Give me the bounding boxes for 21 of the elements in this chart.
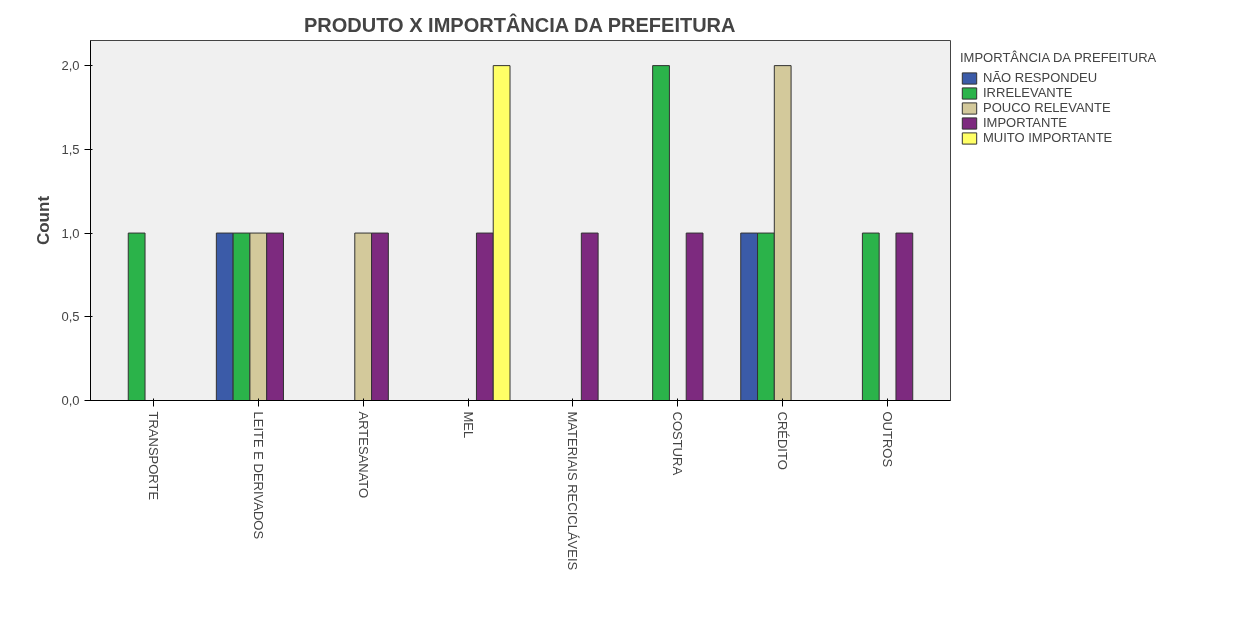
x-tick-label: COSTURA — [670, 411, 686, 476]
x-tick-label: CRÉDITO — [775, 411, 791, 470]
x-tick-label: OUTROS — [880, 411, 896, 468]
legend-label: MUITO IMPORTANTE — [983, 130, 1113, 145]
x-tick-label: LEITE E DERIVADOS — [250, 411, 266, 540]
x-tick-label: TRANSPORTE — [145, 411, 161, 501]
legend-label: IMPORTANTE — [983, 115, 1068, 130]
y-axis-title: Count — [34, 195, 54, 246]
legend-label: IRRELEVANTE — [983, 85, 1073, 100]
legend-label: NÃO RESPONDEU — [983, 70, 1098, 85]
y-tick-label: 0,5 — [61, 309, 80, 325]
chart-title: PRODUTO X IMPORTÂNCIA DA PREFEITURA — [304, 12, 736, 36]
y-tick-label: 2,0 — [61, 58, 80, 74]
y-tick-label: 1,5 — [61, 141, 80, 157]
x-tick-label: ARTESANATO — [355, 411, 371, 499]
legend-title: IMPORTÂNCIA DA PREFEITURA — [960, 50, 1157, 65]
y-tick-label: 1,0 — [61, 225, 80, 241]
x-tick-label: MATERIAIS RECICLÁVEIS — [565, 411, 581, 571]
x-tick-label: MEL — [460, 411, 476, 439]
y-tick-label: 0,0 — [61, 393, 80, 408]
legend-label: POUCO RELEVANTE — [983, 100, 1111, 115]
